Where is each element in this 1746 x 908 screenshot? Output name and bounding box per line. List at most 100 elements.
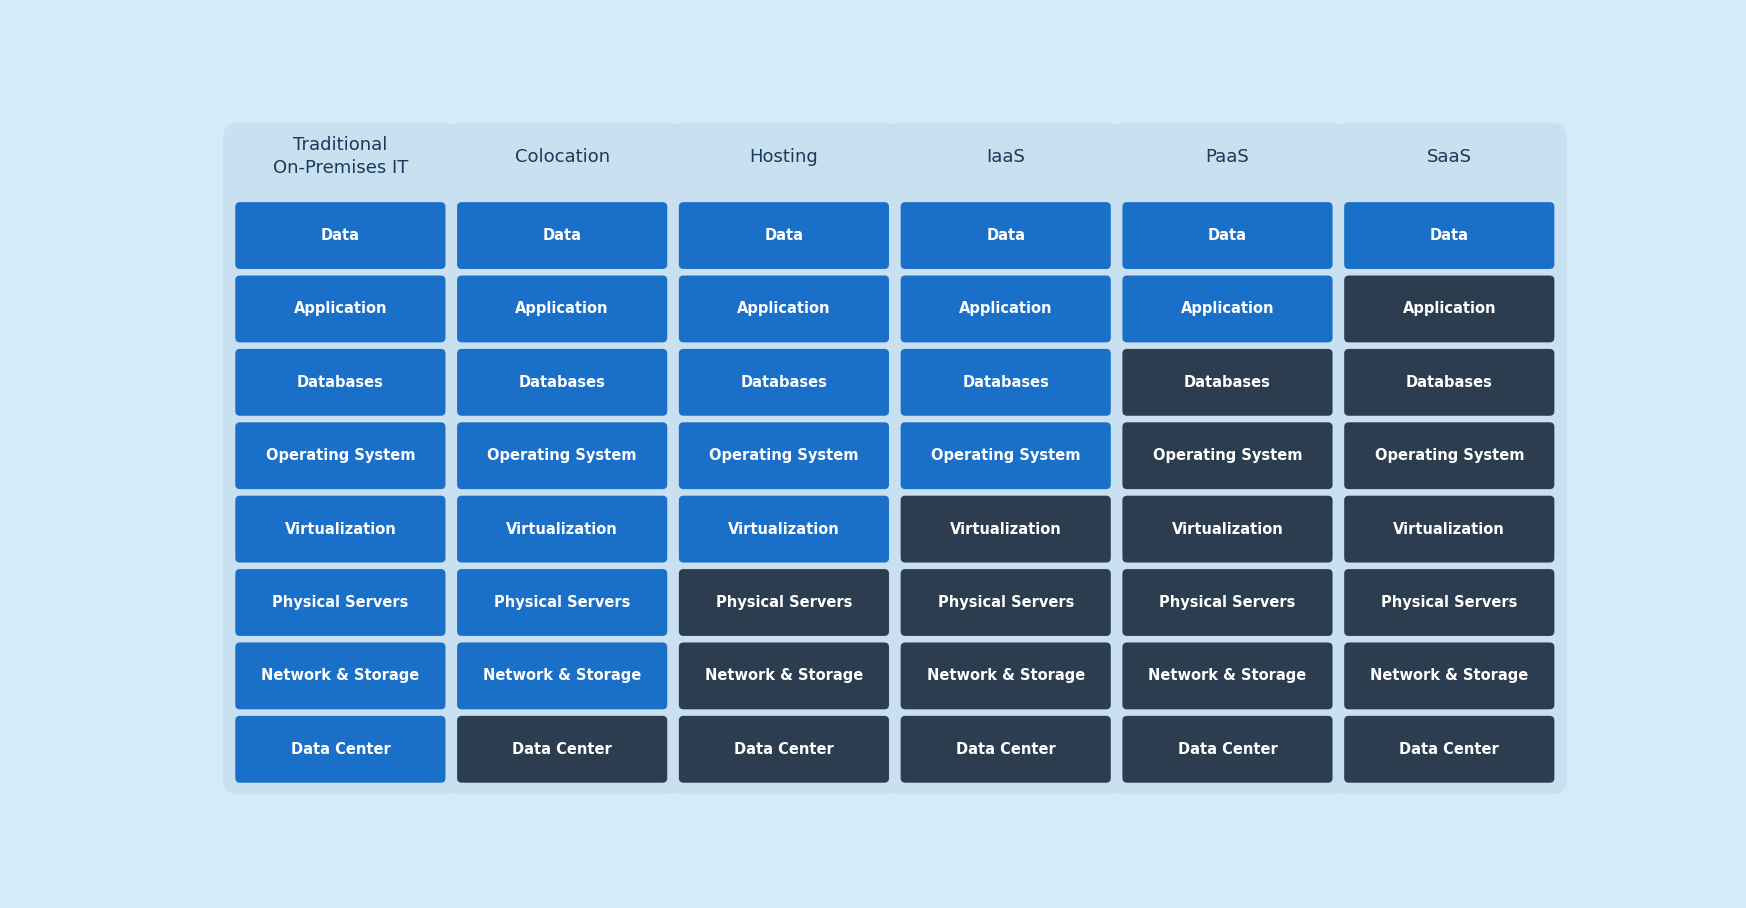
FancyBboxPatch shape [457,422,667,489]
Text: Data: Data [765,228,803,243]
FancyBboxPatch shape [236,275,445,342]
Text: PaaS: PaaS [1206,148,1250,165]
FancyBboxPatch shape [679,422,889,489]
Text: Hosting: Hosting [749,148,819,165]
FancyBboxPatch shape [679,569,889,636]
Text: Data: Data [1208,228,1247,243]
FancyBboxPatch shape [901,496,1110,563]
Text: Network & Storage: Network & Storage [1149,668,1306,684]
FancyBboxPatch shape [223,123,457,794]
Text: IaaS: IaaS [986,148,1025,165]
FancyBboxPatch shape [679,496,889,563]
FancyBboxPatch shape [457,643,667,709]
FancyBboxPatch shape [457,349,667,416]
Text: Operating System: Operating System [709,449,859,463]
Text: Data Center: Data Center [733,742,835,756]
Text: Data: Data [321,228,360,243]
Text: Data: Data [986,228,1025,243]
Text: Application: Application [1180,301,1275,317]
Text: Data: Data [543,228,581,243]
Text: Data Center: Data Center [512,742,613,756]
FancyBboxPatch shape [901,422,1110,489]
FancyBboxPatch shape [1344,496,1554,563]
Text: Physical Servers: Physical Servers [1381,595,1517,610]
Text: Application: Application [737,301,831,317]
Text: Virtualization: Virtualization [1393,521,1505,537]
FancyBboxPatch shape [236,496,445,563]
FancyBboxPatch shape [901,643,1110,709]
FancyBboxPatch shape [889,123,1123,794]
FancyBboxPatch shape [1344,422,1554,489]
Text: Virtualization: Virtualization [728,521,840,537]
Text: Colocation: Colocation [515,148,609,165]
FancyBboxPatch shape [901,349,1110,416]
FancyBboxPatch shape [1344,643,1554,709]
FancyBboxPatch shape [679,275,889,342]
Text: Data Center: Data Center [955,742,1056,756]
Text: Databases: Databases [740,375,828,390]
FancyBboxPatch shape [236,569,445,636]
FancyBboxPatch shape [457,569,667,636]
Text: SaaS: SaaS [1426,148,1472,165]
Text: Physical Servers: Physical Servers [716,595,852,610]
Text: Virtualization: Virtualization [506,521,618,537]
Text: Traditional
On-Premises IT: Traditional On-Premises IT [272,136,409,177]
Text: Operating System: Operating System [931,449,1081,463]
FancyBboxPatch shape [679,716,889,783]
FancyBboxPatch shape [1123,349,1332,416]
Text: Application: Application [293,301,388,317]
Text: Physical Servers: Physical Servers [1159,595,1296,610]
FancyBboxPatch shape [1123,202,1332,269]
Text: Virtualization: Virtualization [285,521,396,537]
Text: Virtualization: Virtualization [1172,521,1283,537]
FancyBboxPatch shape [901,569,1110,636]
Text: Network & Storage: Network & Storage [705,668,863,684]
FancyBboxPatch shape [1344,202,1554,269]
FancyBboxPatch shape [901,202,1110,269]
Text: Databases: Databases [1184,375,1271,390]
Text: Network & Storage: Network & Storage [1371,668,1528,684]
FancyBboxPatch shape [1344,349,1554,416]
FancyBboxPatch shape [236,716,445,783]
Text: Physical Servers: Physical Servers [272,595,409,610]
Text: Operating System: Operating System [1152,449,1303,463]
Text: Network & Storage: Network & Storage [927,668,1084,684]
Text: Physical Servers: Physical Servers [938,595,1074,610]
FancyBboxPatch shape [457,716,667,783]
FancyBboxPatch shape [1123,275,1332,342]
FancyBboxPatch shape [457,275,667,342]
Text: Application: Application [1402,301,1496,317]
FancyBboxPatch shape [679,643,889,709]
Text: Databases: Databases [1406,375,1493,390]
Text: Operating System: Operating System [1374,449,1524,463]
FancyBboxPatch shape [236,202,445,269]
Text: Application: Application [515,301,609,317]
FancyBboxPatch shape [1123,569,1332,636]
Text: Physical Servers: Physical Servers [494,595,630,610]
FancyBboxPatch shape [457,496,667,563]
Text: Data Center: Data Center [1177,742,1278,756]
FancyBboxPatch shape [1123,496,1332,563]
Text: Databases: Databases [519,375,606,390]
FancyBboxPatch shape [1332,123,1566,794]
FancyBboxPatch shape [1344,569,1554,636]
Text: Network & Storage: Network & Storage [262,668,419,684]
FancyBboxPatch shape [901,716,1110,783]
FancyBboxPatch shape [679,349,889,416]
FancyBboxPatch shape [236,349,445,416]
FancyBboxPatch shape [1344,275,1554,342]
Text: Data: Data [1430,228,1468,243]
Text: Application: Application [959,301,1053,317]
FancyBboxPatch shape [1123,422,1332,489]
FancyBboxPatch shape [236,422,445,489]
FancyBboxPatch shape [901,275,1110,342]
FancyBboxPatch shape [445,123,679,794]
Text: Network & Storage: Network & Storage [484,668,641,684]
Text: Databases: Databases [962,375,1049,390]
Text: Operating System: Operating System [265,449,416,463]
FancyBboxPatch shape [679,202,889,269]
FancyBboxPatch shape [457,202,667,269]
Text: Operating System: Operating System [487,449,637,463]
FancyBboxPatch shape [236,643,445,709]
FancyBboxPatch shape [667,123,901,794]
